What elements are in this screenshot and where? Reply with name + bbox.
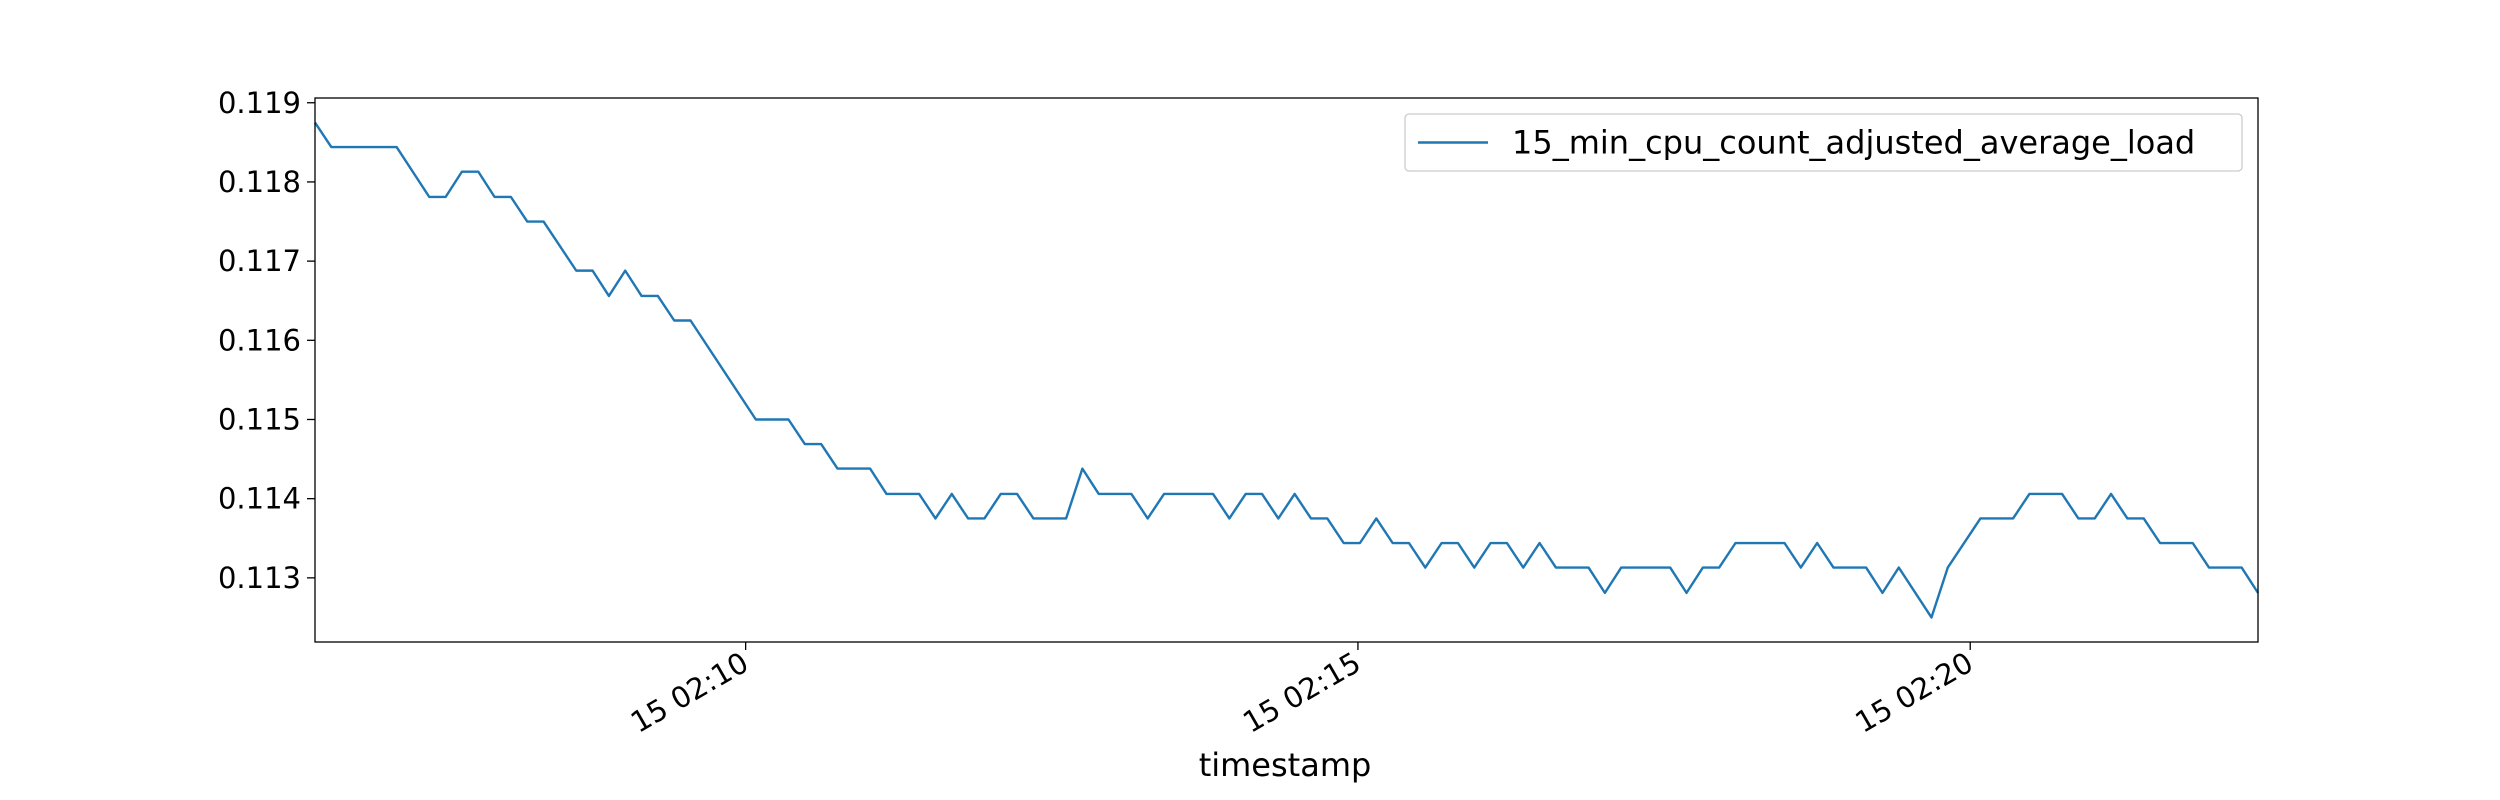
x-axis-label: timestamp — [1199, 746, 1372, 784]
y-tick-label: 0.119 — [218, 86, 301, 120]
y-tick-label: 0.117 — [218, 244, 301, 278]
legend-box — [1404, 113, 2243, 172]
y-tick-label: 0.113 — [218, 561, 301, 595]
y-tick-label: 0.115 — [218, 402, 301, 436]
y-tick-label: 0.118 — [218, 165, 301, 199]
legend-label: 15_min_cpu_count_adjusted_average_load — [1512, 124, 2195, 162]
y-tick-label: 0.114 — [218, 482, 301, 516]
plot-frame — [314, 97, 2259, 643]
legend: 15_min_cpu_count_adjusted_average_load — [1404, 113, 2243, 172]
series-line — [314, 121, 2260, 619]
y-tick-label: 0.116 — [218, 323, 301, 357]
